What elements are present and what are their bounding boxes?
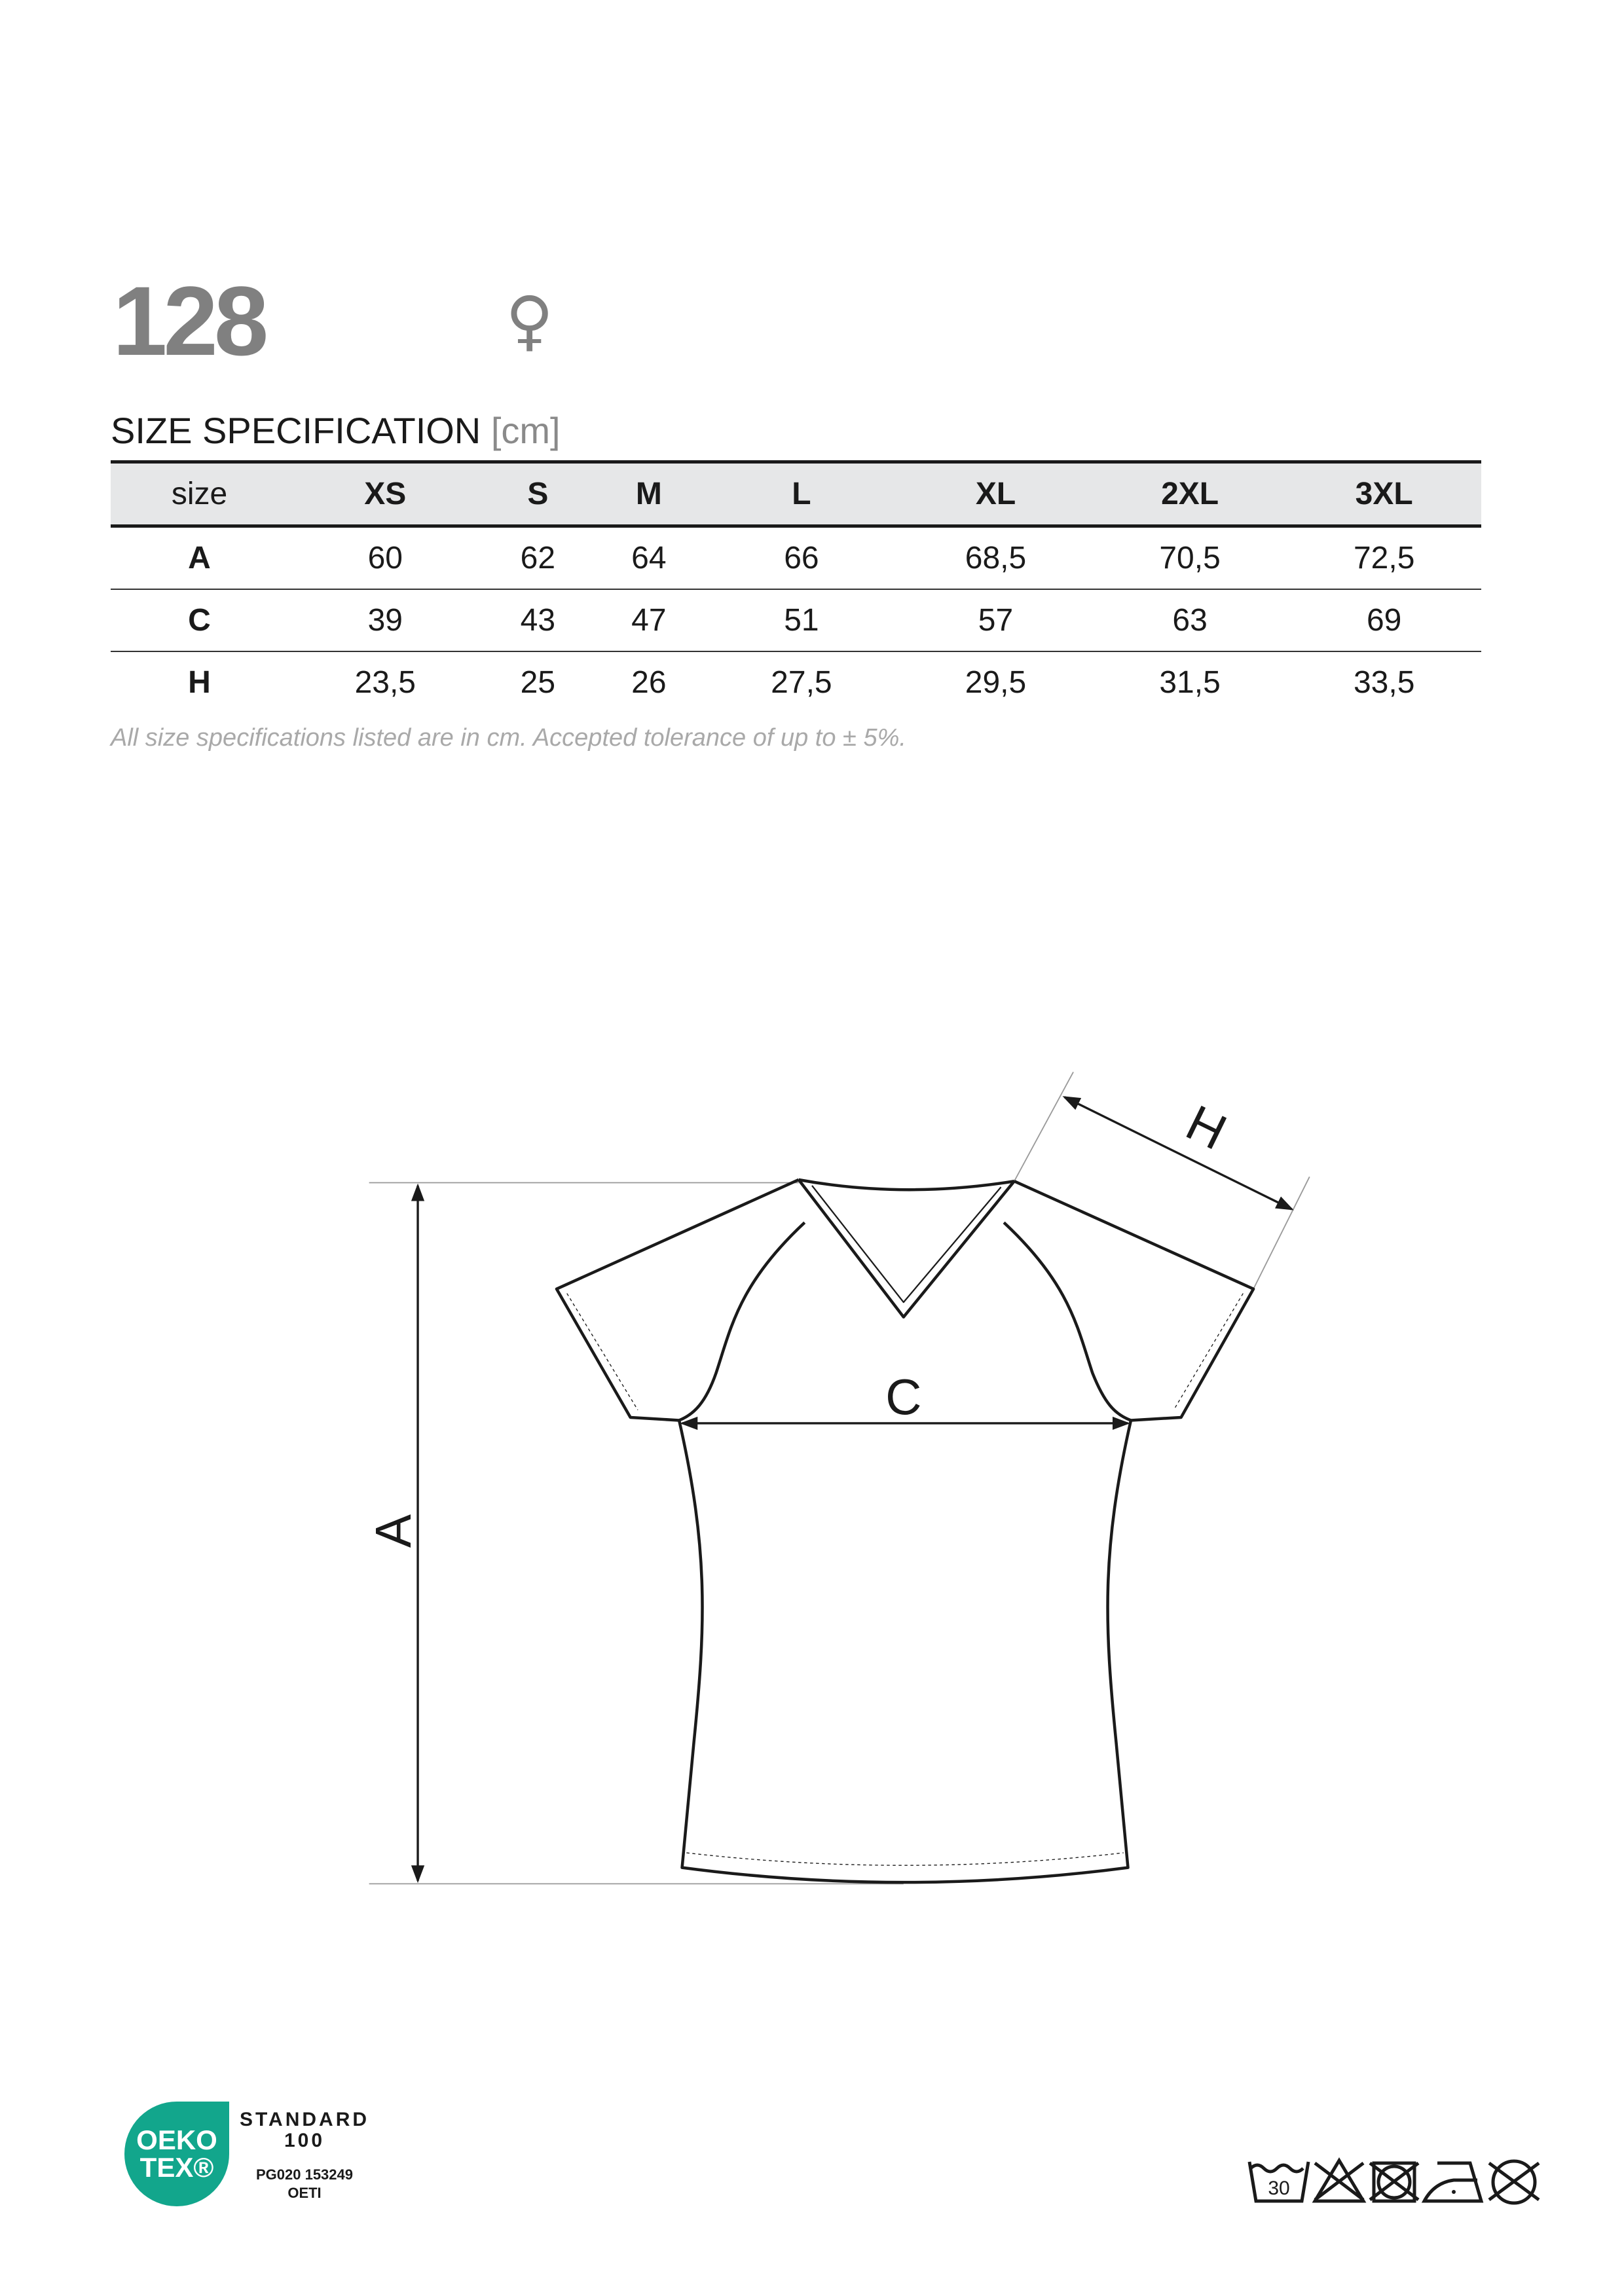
no-dry-clean-icon [1488, 2159, 1540, 2205]
table-cell: 33,5 [1353, 665, 1415, 700]
table-cell: 62 [520, 541, 556, 575]
table-cell: 29,5 [965, 665, 1027, 700]
standard-text: STANDARD [239, 2109, 370, 2130]
column-header: XL [975, 477, 1016, 511]
logo-line-2: TEX® [139, 2152, 214, 2183]
standard-number: 100 [284, 2130, 325, 2151]
table-cell: 70,5 [1159, 541, 1221, 575]
dimension-h-arrow [1062, 1096, 1294, 1211]
table-cell: 64 [631, 541, 667, 575]
table-cell: 72,5 [1353, 541, 1415, 575]
table-cell: 68,5 [965, 541, 1027, 575]
table-row: A 60 62 64 66 68,5 70,5 72,5 [111, 526, 1481, 589]
column-header: M [635, 477, 662, 511]
column-header: L [792, 477, 811, 511]
model-number: 128 [113, 266, 268, 376]
certificate-code: PG020 153249 [255, 2166, 354, 2183]
row-label: C [188, 603, 211, 638]
no-tumble-dry-icon [1369, 2161, 1420, 2203]
unit-label: [cm] [490, 410, 561, 451]
dimension-arrows [411, 1096, 1294, 1884]
table-header-row: size XS S M L XL 2XL 3XL [111, 462, 1481, 526]
table-cell: 69 [1366, 603, 1402, 638]
size-table: size XS S M L XL 2XL 3XL A 60 62 64 66 68,5 70… [111, 460, 1481, 713]
row-label: A [188, 541, 211, 575]
table-cell: 26 [631, 665, 667, 700]
column-header: 3XL [1355, 477, 1413, 511]
row-label: H [188, 665, 211, 700]
no-bleach-icon [1312, 2157, 1367, 2203]
table-row: H 23,5 25 26 27,5 29,5 31,5 33,5 [111, 651, 1481, 713]
table-cell: 57 [978, 603, 1014, 638]
table-cell: 25 [520, 665, 556, 700]
certificate-info: PG020 153249 OETI [239, 2166, 370, 2202]
dimension-a-label: A [366, 1514, 422, 1548]
column-header: S [527, 477, 549, 511]
table-cell: 39 [367, 603, 403, 638]
dimension-h-label: H [1177, 1095, 1234, 1161]
oeko-tex-logo: OEKO TEX® [124, 2102, 229, 2206]
standard-label: STANDARD 100 [239, 2109, 370, 2151]
female-icon: ♀ [506, 282, 554, 359]
table-cell: 60 [367, 541, 403, 575]
extension-lines [369, 1071, 1310, 1885]
svg-text:30: 30 [1268, 2178, 1289, 2199]
logo-line-1: OEKO [136, 2124, 217, 2155]
table-cell: 66 [784, 541, 819, 575]
tolerance-note: All size specifications listed are in cm… [111, 724, 906, 752]
tshirt-outline [555, 1178, 1255, 1884]
certificate-institute: OETI [287, 2185, 322, 2201]
table-cell: 27,5 [771, 665, 832, 700]
table-cell: 47 [631, 603, 667, 638]
table-cell: 23,5 [354, 665, 416, 700]
care-symbols: 30 [1247, 2157, 1540, 2205]
table-cell: 43 [520, 603, 556, 638]
title-text: SIZE SPECIFICATION [111, 410, 481, 451]
section-title: SIZE SPECIFICATION [cm] [111, 412, 561, 449]
table-cell: 63 [1172, 603, 1208, 638]
dimension-c-label: C [885, 1370, 921, 1425]
column-header: size [171, 477, 228, 511]
iron-low-icon [1421, 2161, 1484, 2203]
table-row: C 39 43 47 51 57 63 69 [111, 589, 1481, 651]
table-cell: 31,5 [1159, 665, 1221, 700]
wash-30-icon: 30 [1247, 2161, 1310, 2203]
column-header: XS [364, 477, 407, 511]
table-cell: 51 [784, 603, 819, 638]
column-header: 2XL [1161, 477, 1219, 511]
